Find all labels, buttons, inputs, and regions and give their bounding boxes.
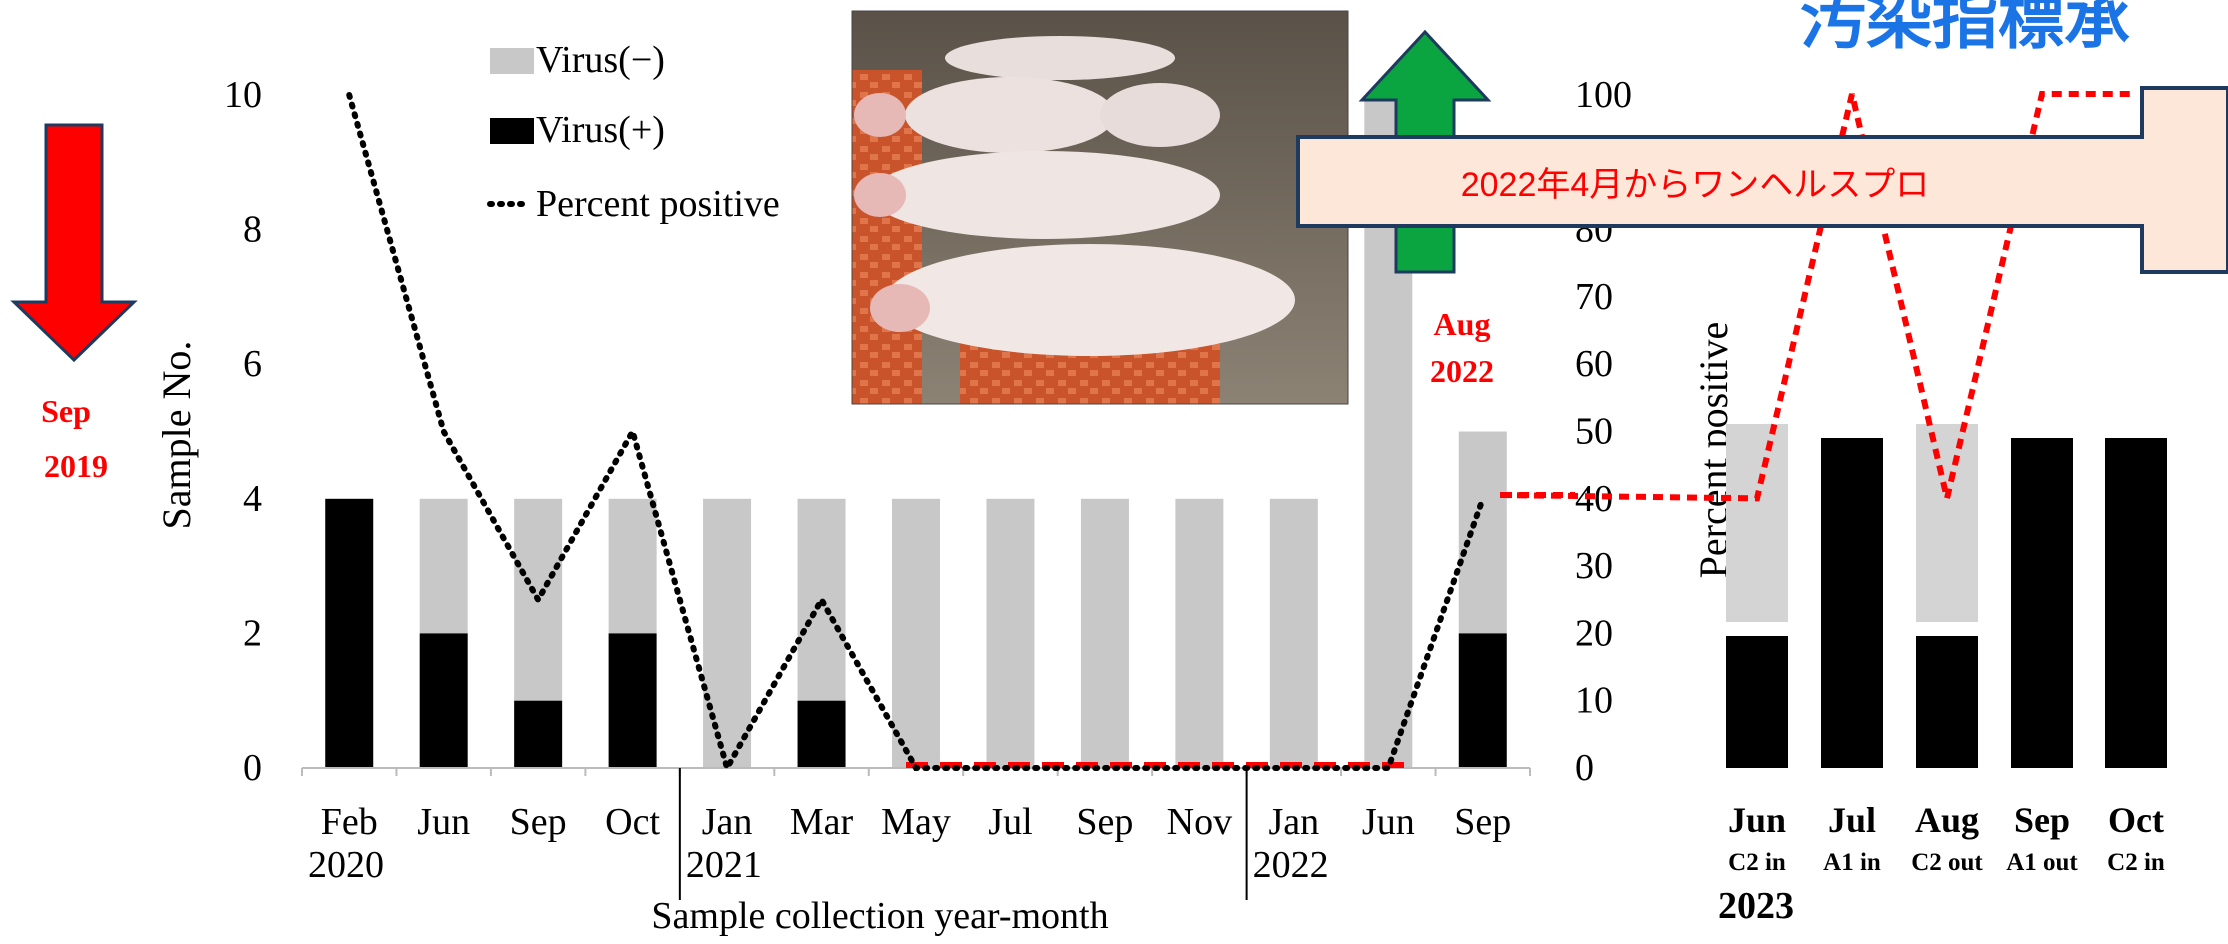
month-sublabel: A1 out [2006,849,2078,876]
bar-negative [703,498,752,768]
bar-positive [1726,636,1788,768]
x-year-label: 2022 [1253,844,1329,886]
x-axis-label: Sample collection year-month [651,895,1108,937]
year-label-2023: 2023 [1718,885,1794,927]
month-sublabel: C2 out [1911,849,1983,876]
x-tick-label: Feb [321,801,378,843]
month-sublabel: C2 in [1728,849,1786,876]
sep-2019-label: Sep [41,393,91,429]
bar-negative [1726,424,1788,622]
bar-negative [892,498,940,768]
x-tick-label: Jan [702,801,753,843]
bar-positive [797,700,846,768]
y2-tick-label: 10 [1575,680,1613,722]
y2-tick-label: 100 [1575,74,1632,116]
legend-label-percent: Percent positive [536,183,780,225]
bar-positive [419,633,468,768]
bar-positive [1916,636,1978,768]
bar-positive [1821,438,1883,768]
x-tick-label: Jul [988,801,1032,843]
y2-tick-label: 50 [1575,411,1613,453]
bar-negative [1080,498,1129,768]
legend-swatch-negative [490,48,534,74]
legend: Virus(−) Virus(+) Percent positive [487,39,780,225]
aug-2022-label: 2022 [1430,353,1494,389]
red-down-arrow-icon [10,123,138,363]
month-label: Jul [1828,800,1876,840]
bar-positive [608,633,657,768]
sample-count-chart: Feb Jun Sep Oct Jan Mar May Jul Sep Nov Jan Jun Sep 2… [154,39,1736,937]
y-tick-label: 10 [224,74,262,116]
x-tick-label: Mar [790,801,854,843]
bar-negative [1269,498,1318,768]
bar-negative [986,498,1035,768]
y-tick-label: 8 [243,209,262,251]
month-label: Oct [2108,800,2164,840]
y-axis-label: Sample No. [154,341,199,530]
y2-tick-label: 0 [1575,747,1594,789]
legend-swatch-positive [490,118,534,144]
bar-negative [1916,424,1978,622]
month-label: Sep [2014,800,2070,840]
percent-positive-line-2023 [1499,91,2136,502]
month-label: Jun [1728,800,1786,840]
y-tick-label: 0 [243,747,262,789]
y-tick-label: 2 [243,612,262,654]
bar-positive [2011,438,2073,768]
bar-positive [2105,438,2167,768]
y2-tick-label: 70 [1575,276,1613,318]
pigs-photo [851,10,1349,405]
y2-tick-label: 20 [1575,612,1613,654]
month-sublabel: A1 in [1823,849,1881,876]
x-year-label: 2020 [308,844,384,886]
bar-negative [1458,431,1507,634]
y-tick-label: 4 [243,478,262,520]
monthly-2023-chart: Jun C2 in Jul A1 in Aug C2 out Sep A1 out Oct C2 … [1499,91,2167,927]
x-tick-label: Sep [1454,801,1511,843]
bar-negative [608,498,657,634]
x-tick-label: Nov [1167,801,1232,843]
month-sublabel: C2 in [2107,849,2165,876]
annotation-overlays: 汚染指標承 Sep 2019 Aug 2022 2022年4月からワンヘルスプロ [10,0,2228,498]
x-tick-label: Sep [510,801,567,843]
bar-negative [419,498,468,634]
y-tick-label: 6 [243,343,262,385]
bar-positive [325,498,374,768]
x-year-label: 2021 [686,844,762,886]
y2-tick-label: 30 [1575,545,1613,587]
one-health-banner-arrow [1296,86,2228,274]
bar-positive [1458,633,1507,768]
month-label: Aug [1915,800,1979,840]
legend-label-negative: Virus(−) [536,39,665,81]
x-tick-label: Jan [1269,801,1320,843]
x-tick-label: Oct [605,801,660,843]
y2-tick-label: 60 [1575,343,1613,385]
legend-label-positive: Virus(+) [536,109,665,151]
bar-negative [1175,498,1224,768]
percent-positive-line [346,92,1486,776]
one-health-banner-text: 2022年4月からワンヘルスプロ [1461,166,1930,204]
aug-2022-label: Aug [1434,306,1491,342]
x-tick-label: Jun [1362,801,1415,843]
sep-2019-label: 2019 [44,448,108,484]
x-tick-label: Jun [417,801,470,843]
bar-positive [514,700,563,768]
x-tick-label: May [881,801,951,843]
title-fragment: 汚染指標承 [1800,0,2130,56]
x-tick-label: Sep [1076,801,1133,843]
